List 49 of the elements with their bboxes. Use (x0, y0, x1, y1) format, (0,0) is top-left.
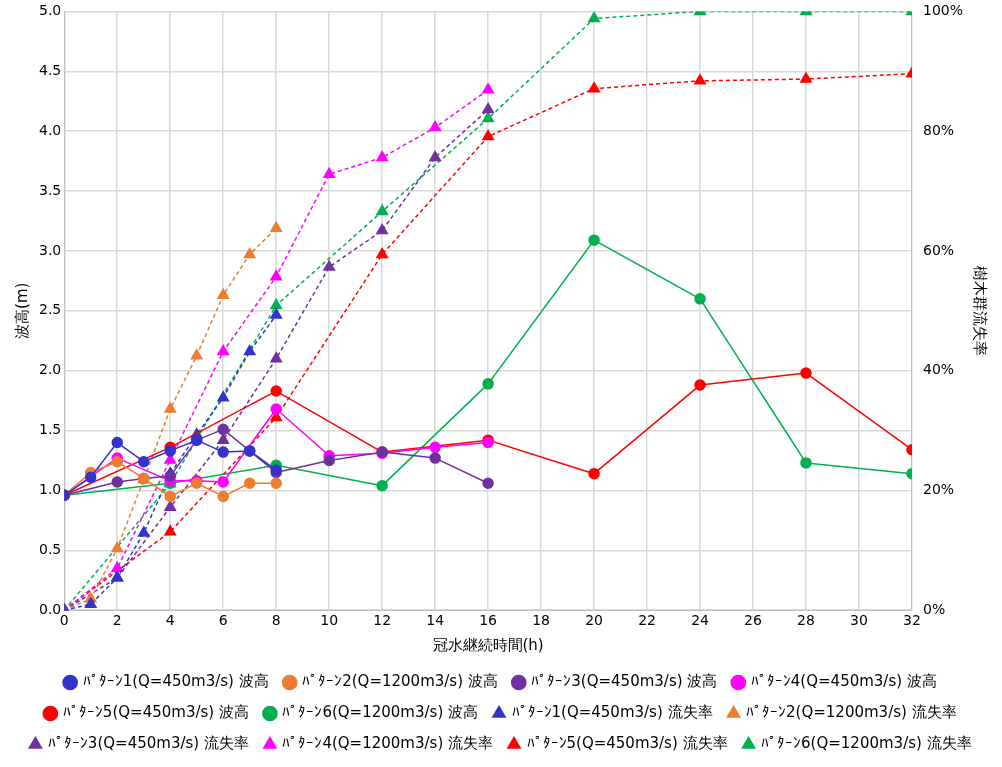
y-tick-label: 0.0 (39, 600, 62, 617)
x-tick-label: 10 (320, 612, 339, 629)
y-tick-label: 2.0 (39, 361, 62, 378)
y-tick-label: 2.5 (39, 301, 62, 318)
y-tick-label: 4.0 (39, 121, 62, 138)
x-tick-label: 2 (112, 612, 122, 629)
x-tick-label: 28 (797, 612, 815, 629)
x-tick-label: 32 (903, 612, 921, 629)
y-tick-label: 0.5 (39, 540, 62, 557)
x-tick-label: 24 (691, 612, 710, 629)
x-tick-label: 20 (585, 612, 603, 629)
legend-label: ﾊﾟﾀｰﾝ3(Q=450m3/s) 流失率 (47, 734, 249, 753)
y-tick-label: 1.5 (39, 421, 62, 438)
x-tick-label: 26 (744, 612, 763, 629)
y2-tick-label: 100% (922, 2, 964, 19)
y2-tick-label: 40% (922, 361, 955, 378)
x-tick-label: 4 (165, 612, 175, 629)
legend-label: ﾊﾟﾀｰﾝ6(Q=1200m3/s) 波高 (282, 703, 479, 722)
y2-tick-label: 20% (922, 481, 955, 498)
x-tick-label: 12 (373, 612, 392, 629)
y2-axis-title: 樹木群流失率 (971, 265, 990, 356)
x-tick-label: 8 (271, 612, 281, 629)
x-tick-label: 18 (532, 612, 551, 629)
y-tick-label: 3.0 (39, 241, 62, 258)
x-axis-title: 冠水継続時間(h) (432, 635, 544, 654)
legend-label: ﾊﾟﾀｰﾝ5(Q=450m3/s) 流失率 (526, 734, 728, 753)
y-tick-label: 1.0 (39, 481, 62, 498)
y-axis-title: 波高(m) (12, 282, 31, 339)
y-tick-label: 4.5 (39, 61, 62, 78)
legend-label: ﾊﾟﾀｰﾝ4(Q=1200m3/s) 流失率 (282, 734, 494, 753)
legend-label: ﾊﾟﾀｰﾝ4(Q=450m3/s) 波高 (750, 672, 937, 691)
x-tick-label: 6 (218, 612, 228, 629)
x-tick-label: 22 (638, 612, 656, 629)
y2-tick-label: 80% (922, 121, 955, 138)
legend-label: ﾊﾟﾀｰﾝ3(Q=450m3/s) 波高 (531, 672, 718, 691)
x-tick-label: 14 (426, 612, 445, 629)
legend-label: ﾊﾟﾀｰﾝ2(Q=1200m3/s) 波高 (302, 672, 498, 691)
y-tick-label: 5.0 (39, 2, 62, 19)
x-tick-label: 16 (479, 612, 498, 629)
legend-label: ﾊﾟﾀｰﾝ6(Q=1200m3/s) 流失率 (761, 734, 972, 753)
legend-label: ﾊﾟﾀｰﾝ1(Q=450m3/s) 流失率 (511, 703, 713, 722)
legend-label: ﾊﾟﾀｰﾝ5(Q=450m3/s) 波高 (62, 703, 249, 722)
y2-tick-label: 0% (922, 600, 946, 617)
x-tick-label: 30 (850, 612, 868, 629)
legend-label: ﾊﾟﾀｰﾝ2(Q=1200m3/s) 流失率 (746, 703, 957, 722)
y-tick-label: 3.5 (39, 181, 62, 198)
x-tick-label: 0 (59, 612, 69, 629)
legend-label: ﾊﾟﾀｰﾝ1(Q=450m3/s) 波高 (82, 672, 269, 691)
y2-tick-label: 60% (922, 241, 955, 258)
